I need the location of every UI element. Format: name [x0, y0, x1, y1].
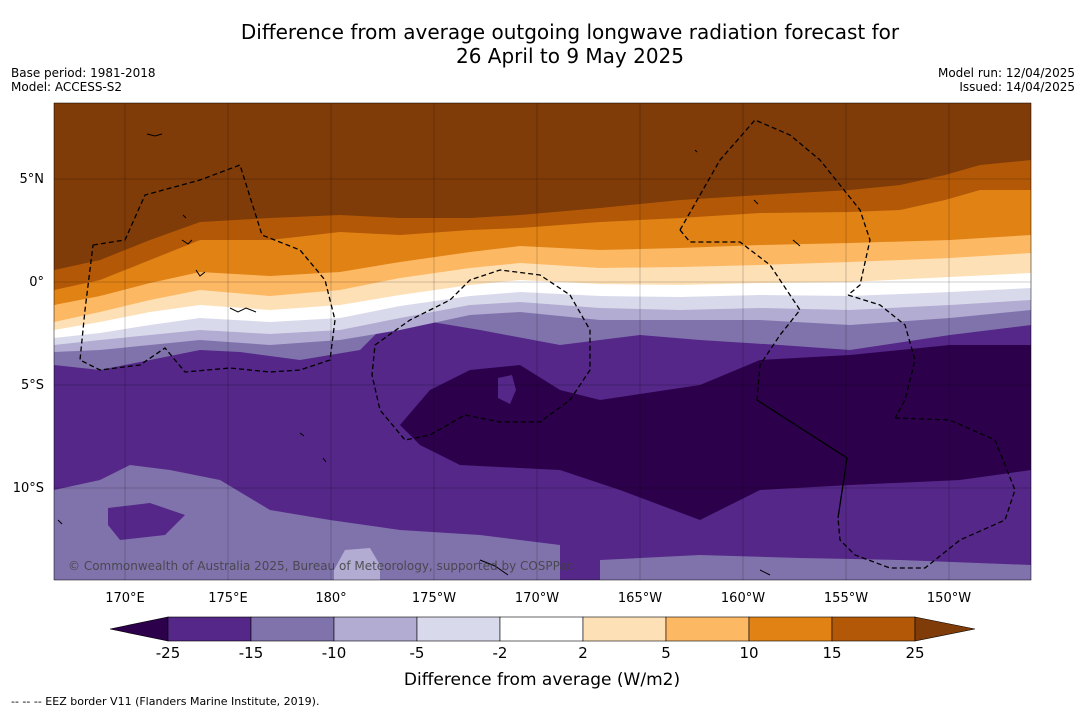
lat-label: 5°N [20, 172, 45, 187]
colorbar-segment [665, 616, 750, 642]
lon-label: 180° [315, 591, 346, 606]
eez-footnote: -- -- -- EEZ border V11 (Flanders Marine… [11, 695, 320, 708]
title-line-1: Difference from average outgoing longwav… [240, 20, 900, 44]
islands [57, 133, 801, 576]
lat-label: 0° [29, 275, 44, 290]
anomaly-field [54, 103, 1031, 580]
eez-borders [79, 119, 1016, 569]
colorbar-segment [250, 616, 335, 642]
colorbar-segment [748, 616, 833, 642]
colorbar-tick: -10 [322, 644, 347, 662]
lon-label: 165°W [618, 591, 662, 606]
model-run: Model run: 12/04/2025 [937, 66, 1075, 80]
colorbar-segment [333, 616, 418, 642]
base-period: Base period: 1981-2018 [11, 66, 156, 80]
gridlines [54, 103, 1031, 580]
watermark: © Commonwealth of Australia 2025, Bureau… [68, 559, 573, 573]
colorbar-label: Difference from average (W/m2) [404, 670, 680, 690]
lon-label: 150°W [927, 591, 971, 606]
chart-title: Difference from average outgoing longwav… [0, 20, 1085, 68]
band-gt-25 [54, 103, 1031, 270]
band-15-10-south [54, 465, 560, 580]
colorbar-segment [416, 616, 501, 642]
colorbar-segment [499, 616, 584, 642]
meta-right: Model run: 12/04/2025 Issued: 14/04/2025 [938, 66, 1075, 94]
lon-label: 160°W [721, 591, 765, 606]
colorbar-arrow-high [914, 616, 976, 642]
lat-label: 5°S [21, 378, 44, 393]
lat-labels: 5°N 0° 5°S 10°S [13, 172, 44, 496]
colorbar-tick: -2 [493, 644, 508, 662]
colorbar-arrow-low [109, 616, 169, 642]
colorbar-segment [831, 616, 916, 642]
colorbar-segment [167, 616, 252, 642]
lon-label: 155°W [824, 591, 868, 606]
lon-label: 170°E [105, 591, 145, 606]
colorbar-tick: 10 [739, 644, 758, 662]
colorbar-tick: -5 [410, 644, 425, 662]
colorbar-tick: -25 [156, 644, 181, 662]
patch-10-5 [334, 548, 380, 580]
lat-label: 10°S [13, 481, 44, 496]
patch-25-15 [108, 503, 185, 540]
colorbar-tick: 2 [578, 644, 588, 662]
colorbar [109, 616, 976, 642]
lon-label: 175°E [208, 591, 248, 606]
colorbar-tick: 15 [822, 644, 841, 662]
meta-left: Base period: 1981-2018 Model: ACCESS-S2 [11, 66, 156, 94]
model-name: Model: ACCESS-S2 [11, 80, 123, 94]
small-patch [498, 375, 516, 404]
colorbar-ticks: -25 -15 -10 -5 -2 2 5 10 15 25 [156, 644, 925, 662]
map-frame [53, 102, 1032, 581]
lon-labels: 170°E 175°E 180° 175°W 170°W 165°W 160°W… [105, 591, 971, 606]
colorbar-tick: 25 [905, 644, 924, 662]
colorbar-segment [582, 616, 667, 642]
lon-label: 170°W [515, 591, 559, 606]
band-15-10-southeast [600, 555, 1031, 580]
colorbar-tick: 5 [661, 644, 671, 662]
lon-label: 175°W [412, 591, 456, 606]
title-line-2: 26 April to 9 May 2025 [456, 44, 684, 68]
colorbar-tick: -15 [239, 644, 264, 662]
issued-date: Issued: 14/04/2025 [959, 80, 1075, 94]
